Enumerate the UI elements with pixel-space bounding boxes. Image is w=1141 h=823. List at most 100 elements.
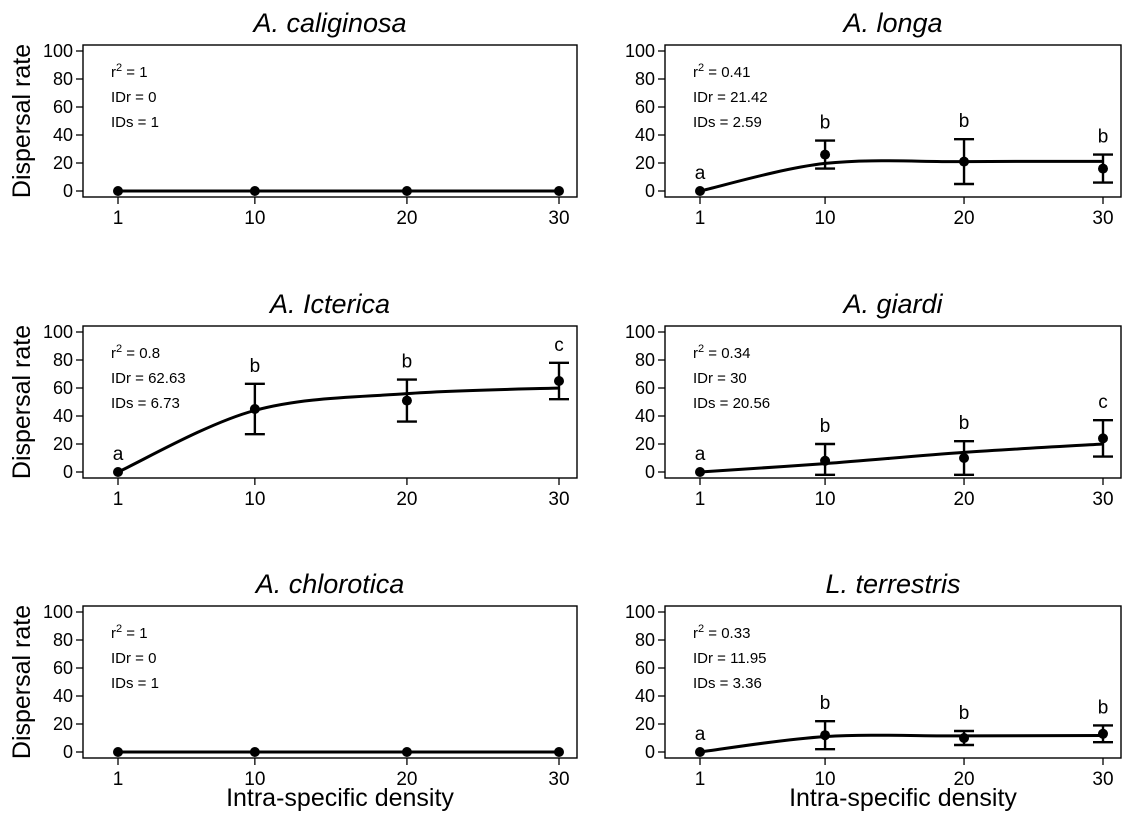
significance-letter: b — [402, 352, 413, 373]
stat-ids: IDs = 3.36 — [693, 675, 762, 692]
x-tick-label: 20 — [396, 489, 417, 510]
y-tick-label: 40 — [53, 686, 73, 706]
x-tick-label: 10 — [814, 769, 835, 790]
x-tick-label: 30 — [1092, 208, 1113, 229]
x-tick-label: 10 — [244, 769, 265, 790]
x-tick-label: 20 — [396, 769, 417, 790]
y-tick-label: 0 — [645, 462, 655, 482]
x-tick-label: 20 — [953, 489, 974, 510]
data-point — [1098, 433, 1108, 444]
significance-letter: a — [113, 444, 124, 465]
y-tick-label: 40 — [635, 125, 655, 145]
x-tick-label: 1 — [113, 769, 124, 790]
stat-r2: r2 = 0.34 — [693, 343, 750, 362]
fit-curve — [699, 159, 1104, 193]
stat-ids: IDs = 20.56 — [693, 395, 770, 412]
panel-title: A. giardi — [841, 289, 943, 319]
significance-letter: b — [250, 356, 261, 377]
y-tick-label: 80 — [53, 350, 73, 370]
data-point — [113, 747, 123, 757]
data-point — [113, 186, 123, 196]
y-axis-label: Dispersal rate — [8, 325, 36, 479]
x-tick-label: 30 — [548, 489, 569, 510]
x-tick-label: 1 — [695, 208, 706, 229]
fit-curve — [699, 442, 1104, 474]
y-tick-label: 60 — [53, 97, 73, 117]
y-tick-label: 60 — [53, 378, 73, 398]
y-tick-label: 40 — [53, 406, 73, 426]
y-tick-label: 40 — [635, 406, 655, 426]
significance-letter: a — [695, 444, 706, 465]
y-tick-label: 40 — [635, 686, 655, 706]
x-axis-label: Intra-specific density — [789, 784, 1017, 812]
significance-letter: b — [820, 113, 831, 134]
stat-idr: IDr = 11.95 — [693, 650, 767, 667]
data-point — [820, 149, 831, 160]
data-point — [959, 453, 970, 463]
stat-r2: r2 = 1 — [111, 62, 148, 81]
y-tick-label: 0 — [645, 181, 655, 201]
y-tick-label: 100 — [625, 602, 655, 622]
data-point — [401, 186, 412, 196]
data-point — [554, 376, 564, 386]
panel-title: A. caliginosa — [251, 8, 406, 38]
y-tick-label: 20 — [53, 714, 73, 734]
x-tick-label: 1 — [695, 769, 706, 790]
y-tick-label: 100 — [625, 322, 655, 342]
fit-curve — [117, 386, 560, 474]
y-axis-label: Dispersal rate — [8, 605, 36, 759]
y-tick-label: 0 — [645, 742, 655, 762]
data-point — [695, 747, 705, 757]
y-axis-label: Dispersal rate — [8, 44, 36, 198]
x-tick-label: 10 — [244, 489, 265, 510]
y-tick-label: 40 — [53, 125, 73, 145]
y-tick-label: 0 — [63, 181, 73, 201]
x-tick-label: 30 — [1092, 769, 1113, 790]
x-tick-label: 20 — [396, 208, 417, 229]
x-tick-label: 30 — [548, 208, 569, 229]
stat-r2: r2 = 0.8 — [111, 343, 160, 362]
y-tick-label: 20 — [53, 434, 73, 454]
significance-letter: b — [1098, 697, 1109, 718]
significance-letter: b — [959, 111, 970, 132]
stat-ids: IDs = 6.73 — [111, 395, 180, 412]
stat-idr: IDr = 0 — [111, 89, 156, 106]
data-point — [401, 395, 412, 406]
x-tick-label: 30 — [1092, 489, 1113, 510]
significance-letter: a — [695, 163, 706, 184]
stat-idr: IDr = 0 — [111, 650, 156, 667]
stat-r2: r2 = 1 — [111, 623, 148, 642]
stat-idr: IDr = 62.63 — [111, 370, 186, 387]
data-point — [249, 404, 260, 414]
data-point — [249, 747, 260, 757]
data-point — [1098, 728, 1108, 739]
y-tick-label: 100 — [43, 602, 73, 622]
fit-curve — [699, 733, 1104, 754]
data-point — [695, 467, 705, 477]
significance-letter: b — [820, 416, 831, 437]
y-tick-label: 20 — [635, 153, 655, 173]
x-tick-label: 10 — [814, 208, 835, 229]
panel-3: A. Icterica 0 20 40 60 80 100 1 10 20 30 Dispersal … — [8, 289, 578, 510]
x-tick-label: 1 — [695, 489, 706, 510]
x-axis-label: Intra-specific density — [226, 784, 454, 812]
plot-frame — [82, 605, 578, 759]
panel-title: A. longa — [841, 8, 942, 38]
significance-letter: c — [1098, 392, 1108, 413]
y-tick-label: 100 — [43, 322, 73, 342]
plot-frame — [82, 325, 578, 479]
y-tick-label: 60 — [635, 378, 655, 398]
panel-6: L. terrestris 0 20 40 60 80 100 1 10 20 30 Intra-sp… — [625, 569, 1122, 812]
data-point — [554, 747, 564, 757]
plot-frame — [664, 44, 1122, 198]
data-point — [959, 733, 970, 743]
plot-frame — [664, 325, 1122, 479]
stat-ids: IDs = 2.59 — [693, 114, 762, 131]
significance-letter: b — [1098, 127, 1109, 148]
x-tick-label: 10 — [244, 208, 265, 229]
x-tick-label: 20 — [953, 208, 974, 229]
significance-letter: b — [959, 413, 970, 434]
y-tick-label: 0 — [63, 462, 73, 482]
